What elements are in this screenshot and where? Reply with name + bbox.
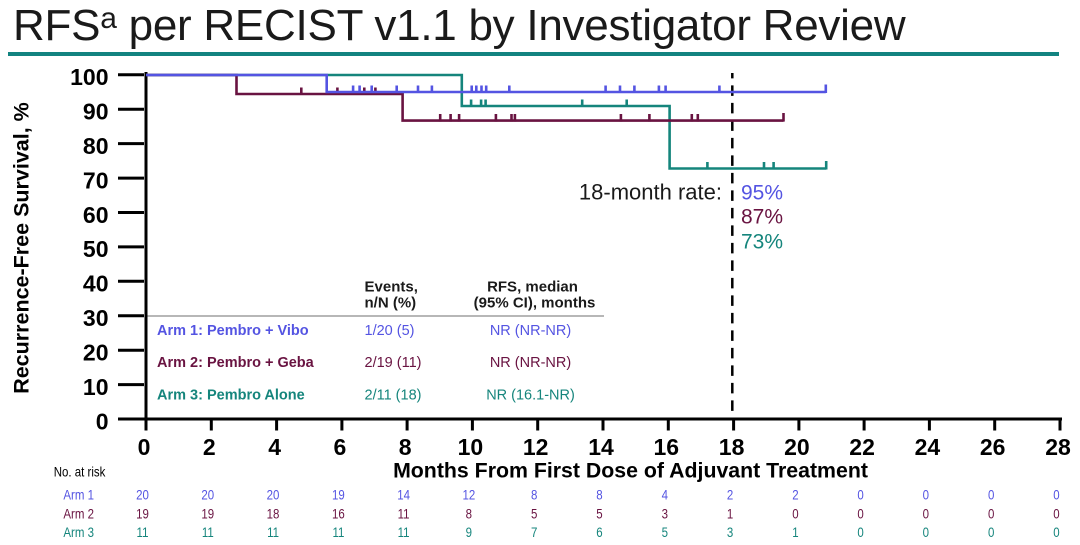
svg-text:18: 18 [267, 505, 280, 521]
svg-text:RFS, median: RFS, median [487, 279, 578, 296]
svg-text:3: 3 [662, 505, 668, 521]
svg-text:5: 5 [662, 524, 668, 540]
svg-text:20: 20 [83, 340, 109, 366]
svg-text:NR (NR-NR): NR (NR-NR) [490, 355, 571, 371]
svg-text:0: 0 [857, 524, 863, 540]
svg-text:Events,: Events, [365, 279, 418, 296]
svg-text:Recurrence-Free Survival, %: Recurrence-Free Survival, % [10, 102, 34, 394]
svg-text:10: 10 [458, 434, 484, 460]
svg-text:NR (16.1-NR): NR (16.1-NR) [486, 387, 575, 403]
svg-text:9: 9 [466, 524, 472, 540]
svg-text:8: 8 [399, 434, 412, 460]
svg-text:26: 26 [980, 434, 1006, 460]
svg-text:8: 8 [466, 505, 472, 521]
svg-text:12: 12 [462, 486, 475, 502]
svg-text:0: 0 [988, 505, 994, 521]
svg-text:n/N (%): n/N (%) [365, 295, 417, 312]
svg-text:24: 24 [915, 434, 941, 460]
svg-text:11: 11 [398, 524, 410, 540]
svg-text:18: 18 [719, 434, 745, 460]
svg-text:0: 0 [792, 505, 798, 521]
svg-text:0: 0 [988, 524, 994, 540]
svg-text:11: 11 [137, 524, 149, 540]
svg-text:40: 40 [83, 271, 109, 297]
svg-text:NR (NR-NR): NR (NR-NR) [490, 323, 571, 339]
svg-text:18-month rate:: 18-month rate: [579, 179, 722, 204]
svg-text:8: 8 [596, 486, 602, 502]
svg-text:20: 20 [267, 486, 280, 502]
svg-text:19: 19 [136, 505, 149, 521]
svg-text:Arm 2: Pembro + Geba: Arm 2: Pembro + Geba [157, 355, 315, 371]
svg-text:14: 14 [397, 486, 410, 502]
svg-text:28: 28 [1045, 434, 1071, 460]
svg-text:30: 30 [83, 305, 109, 331]
svg-text:0: 0 [138, 434, 151, 460]
svg-text:Arm 3: Pembro Alone: Arm 3: Pembro Alone [157, 387, 305, 403]
svg-text:87%: 87% [741, 205, 783, 228]
svg-text:0: 0 [923, 486, 929, 502]
svg-text:73%: 73% [741, 231, 783, 254]
svg-text:0: 0 [988, 486, 994, 502]
svg-text:Arm 1: Arm 1 [63, 486, 94, 502]
svg-text:0: 0 [1053, 524, 1059, 540]
svg-text:14: 14 [588, 434, 614, 460]
svg-text:Arm 2: Arm 2 [63, 505, 94, 521]
svg-text:11: 11 [332, 524, 344, 540]
svg-text:16: 16 [332, 505, 345, 521]
svg-text:8: 8 [531, 486, 537, 502]
svg-text:Arm 1: Pembro + Vibo: Arm 1: Pembro + Vibo [157, 323, 309, 339]
svg-text:100: 100 [70, 64, 108, 90]
svg-text:70: 70 [83, 167, 109, 193]
svg-text:1: 1 [792, 524, 798, 540]
svg-text:7: 7 [531, 524, 537, 540]
svg-text:12: 12 [523, 434, 549, 460]
svg-text:No. at risk: No. at risk [54, 463, 106, 479]
svg-text:0: 0 [96, 408, 109, 434]
svg-text:0: 0 [1053, 486, 1059, 502]
svg-text:22: 22 [849, 434, 875, 460]
svg-text:3: 3 [727, 524, 733, 540]
svg-text:2/11 (18): 2/11 (18) [365, 387, 422, 403]
svg-text:5: 5 [596, 505, 602, 521]
svg-text:2: 2 [792, 486, 798, 502]
svg-text:(95% CI), months: (95% CI), months [474, 295, 596, 312]
svg-text:11: 11 [267, 524, 279, 540]
svg-text:1/20 (5): 1/20 (5) [365, 323, 415, 339]
svg-text:6: 6 [596, 524, 602, 540]
svg-text:4: 4 [662, 486, 668, 502]
svg-text:60: 60 [83, 202, 109, 228]
svg-text:11: 11 [202, 524, 214, 540]
svg-text:Arm 3: Arm 3 [63, 524, 94, 540]
svg-text:19: 19 [201, 505, 214, 521]
svg-text:2/19 (11): 2/19 (11) [365, 355, 422, 371]
svg-text:5: 5 [531, 505, 537, 521]
svg-text:16: 16 [654, 434, 680, 460]
svg-text:20: 20 [784, 434, 810, 460]
svg-text:10: 10 [83, 374, 109, 400]
svg-text:20: 20 [201, 486, 214, 502]
svg-text:90: 90 [83, 99, 109, 125]
svg-text:2: 2 [203, 434, 216, 460]
svg-text:50: 50 [83, 236, 109, 262]
svg-text:11: 11 [398, 505, 410, 521]
svg-text:0: 0 [1053, 505, 1059, 521]
svg-text:95%: 95% [741, 181, 783, 204]
svg-text:20: 20 [136, 486, 149, 502]
svg-text:0: 0 [923, 524, 929, 540]
svg-text:1: 1 [727, 505, 733, 521]
svg-text:Months From First Dose of Adju: Months From First Dose of Adjuvant Treat… [393, 459, 868, 483]
svg-text:0: 0 [923, 505, 929, 521]
svg-text:2: 2 [727, 486, 733, 502]
svg-text:0: 0 [857, 505, 863, 521]
svg-text:6: 6 [334, 434, 347, 460]
svg-text:0: 0 [857, 486, 863, 502]
svg-text:80: 80 [83, 133, 109, 159]
svg-text:19: 19 [332, 486, 345, 502]
svg-text:4: 4 [268, 434, 281, 460]
